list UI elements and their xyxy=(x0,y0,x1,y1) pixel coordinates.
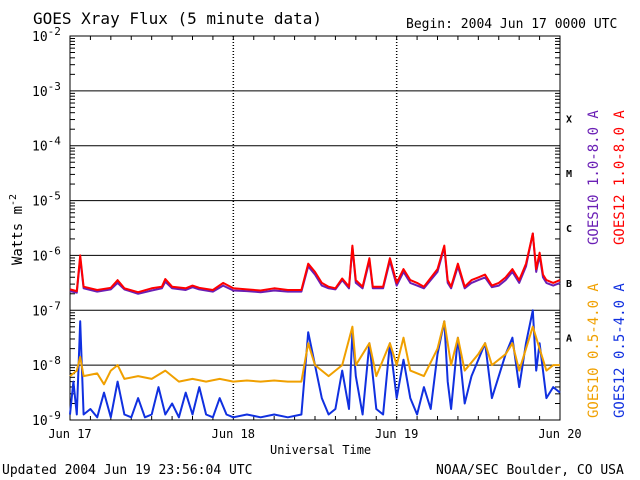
legend: GOES10 1.0-8.0 A GOES12 1.0-8.0 A GOES10 0… xyxy=(586,110,628,418)
y-tick-label: 10-3 xyxy=(32,80,61,100)
y-tick-base: 10 xyxy=(32,359,48,374)
y-tick-label: 10-4 xyxy=(32,135,61,155)
y-tick-labels: 10-210-310-410-510-610-710-810-9 xyxy=(32,25,61,429)
flare-class-label: X xyxy=(566,114,572,125)
y-axis-label-exponent: -2 xyxy=(8,194,19,206)
series-line xyxy=(69,232,561,294)
credit-text: NOAA/SEC Boulder, CO USA xyxy=(436,463,624,478)
flare-class-label: B xyxy=(566,279,572,290)
x-tick-label: Jun 18 xyxy=(212,427,255,441)
y-tick-label: 10-2 xyxy=(32,25,61,45)
legend-entry: GOES10 1.0-8.0 A xyxy=(586,110,602,245)
grid-lines xyxy=(69,35,561,421)
y-tick-base: 10 xyxy=(32,140,48,155)
y-tick-base: 10 xyxy=(32,195,48,210)
y-tick-label: 10-5 xyxy=(32,190,61,210)
y-tick-exponent: -8 xyxy=(48,354,61,367)
y-tick-label: 10-8 xyxy=(32,354,61,374)
y-tick-exponent: -9 xyxy=(48,409,61,422)
chart-title: GOES Xray Flux (5 minute data) xyxy=(33,9,322,28)
y-tick-base: 10 xyxy=(32,30,48,45)
flare-class-label: A xyxy=(566,334,572,345)
y-tick-exponent: -6 xyxy=(48,244,61,257)
flare-class-labels: X M C B A xyxy=(566,114,572,344)
y-tick-base: 10 xyxy=(32,304,48,319)
begin-label: Begin: 2004 Jun 17 0000 UTC xyxy=(406,17,617,32)
y-tick-exponent: -5 xyxy=(48,190,61,203)
series-layer xyxy=(69,232,561,419)
x-tick-label: Jun 19 xyxy=(375,427,418,441)
y-tick-exponent: -7 xyxy=(48,299,61,312)
x-tick-label: Jun 17 xyxy=(48,427,91,441)
legend-entry: GOES10 0.5-4.0 A xyxy=(586,283,602,418)
series-line xyxy=(69,320,560,386)
svg-text:Watts m-2: Watts m-2 xyxy=(8,194,26,265)
y-tick-exponent: -3 xyxy=(48,80,61,93)
y-tick-label: 10-7 xyxy=(32,299,61,319)
y-tick-base: 10 xyxy=(32,85,48,100)
y-tick-exponent: -4 xyxy=(48,135,62,148)
x-axis-label: Universal Time xyxy=(270,443,371,457)
y-axis-label-text: Watts m xyxy=(10,206,26,265)
x-tick-label: Jun 20 xyxy=(538,427,581,441)
y-tick-base: 10 xyxy=(32,249,48,264)
plot-area xyxy=(69,35,561,421)
y-tick-exponent: -2 xyxy=(48,25,61,38)
y-axis-label: Watts m-2 xyxy=(8,194,26,265)
x-tick-labels: Jun 17 Jun 18 Jun 19 Jun 20 xyxy=(48,427,581,441)
flare-class-label: C xyxy=(566,224,572,235)
flare-class-label: M xyxy=(566,169,572,180)
y-tick-label: 10-9 xyxy=(32,409,61,429)
y-tick-label: 10-6 xyxy=(32,244,61,264)
updated-timestamp: Updated 2004 Jun 19 23:56:04 UTC xyxy=(2,463,252,478)
legend-entry: GOES12 0.5-4.0 A xyxy=(612,283,628,418)
y-tick-base: 10 xyxy=(32,414,48,429)
legend-entry: GOES12 1.0-8.0 A xyxy=(612,110,628,245)
